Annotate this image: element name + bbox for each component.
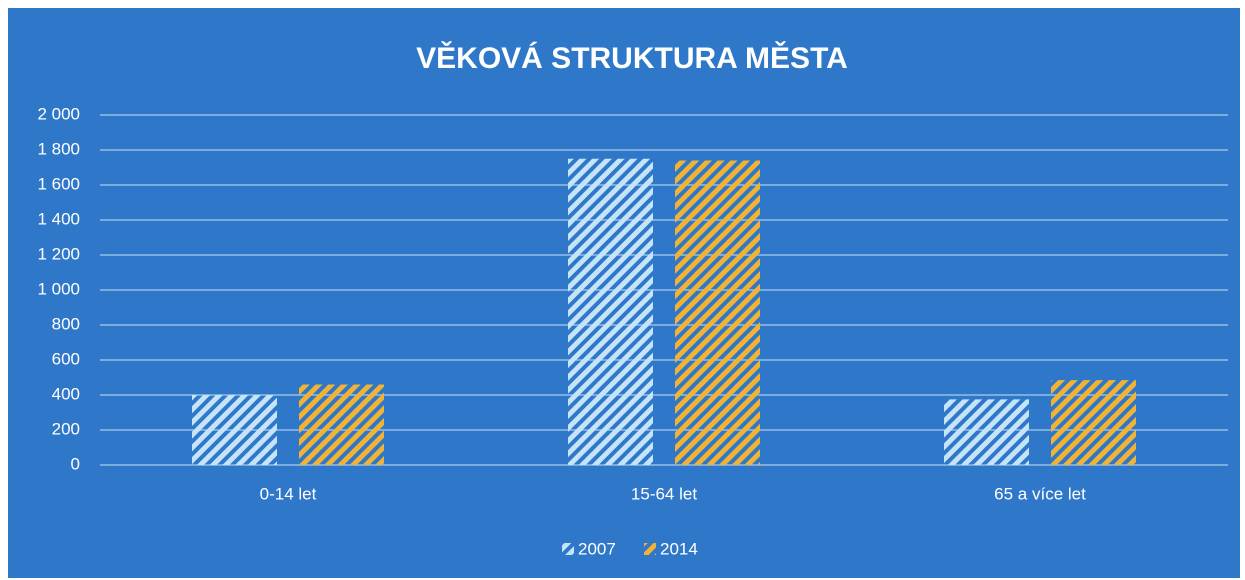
bar: [192, 395, 277, 465]
x-tick-label: 15-64 let: [631, 484, 697, 503]
y-tick-label: 1 400: [37, 209, 80, 228]
legend-label: 2007: [578, 539, 616, 558]
legend-swatch: [644, 543, 656, 555]
y-tick-label: 1 200: [37, 244, 80, 263]
y-tick-label: 600: [52, 349, 80, 368]
x-tick-label: 0-14 let: [260, 484, 317, 503]
bar: [675, 160, 760, 465]
bar: [299, 384, 384, 465]
y-tick-label: 2 000: [37, 104, 80, 123]
bar: [1051, 380, 1136, 465]
y-tick-label: 1 600: [37, 174, 80, 193]
y-tick-label: 200: [52, 419, 80, 438]
y-tick-label: 400: [52, 384, 80, 403]
y-tick-label: 1 000: [37, 279, 80, 298]
bar: [568, 158, 653, 465]
y-tick-label: 800: [52, 314, 80, 333]
chart-title: VĚKOVÁ STRUKTURA MĚSTA: [416, 41, 848, 75]
y-tick-label: 0: [71, 454, 80, 473]
y-tick-label: 1 800: [37, 139, 80, 158]
legend-label: 2014: [660, 539, 698, 558]
legend-swatch: [562, 543, 574, 555]
bar: [944, 399, 1029, 465]
x-tick-label: 65 a více let: [994, 484, 1086, 503]
